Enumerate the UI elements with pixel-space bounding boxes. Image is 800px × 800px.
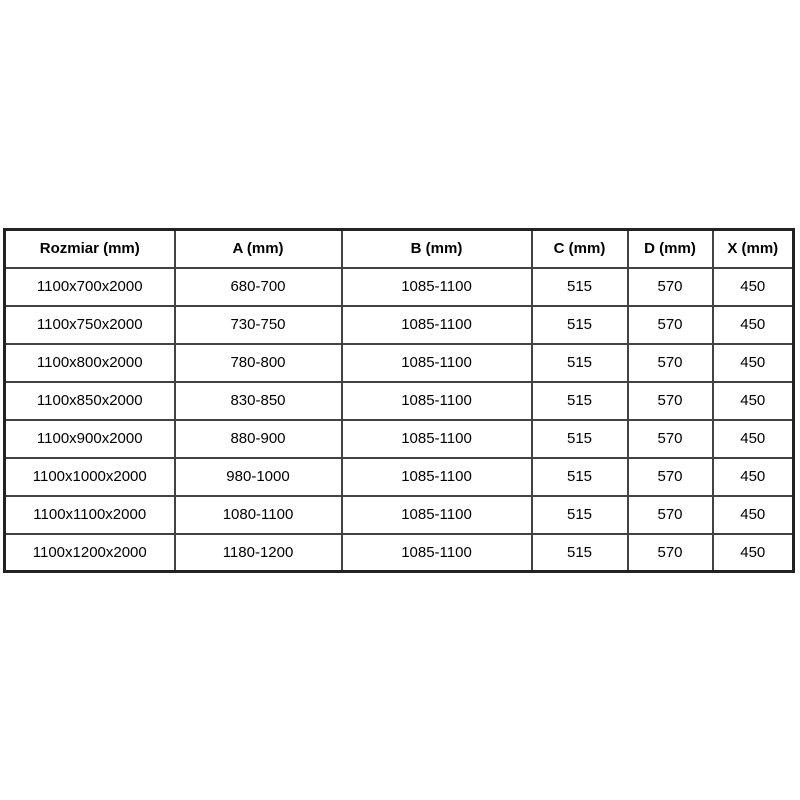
table-cell: 1100x900x2000 — [3, 418, 176, 459]
table-cell: 450 — [711, 494, 795, 535]
table-row: 1100x800x2000 780-800 1085-1100 515 570 450 — [3, 342, 795, 383]
table-cell: 1085-1100 — [340, 418, 533, 459]
table-cell: 450 — [711, 380, 795, 421]
table-cell: 1085-1100 — [340, 266, 533, 307]
table-row: 1100x750x2000 730-750 1085-1100 515 570 450 — [3, 304, 795, 345]
table-cell: 570 — [626, 342, 714, 383]
table-cell: 450 — [711, 456, 795, 497]
table-cell: 570 — [626, 418, 714, 459]
table-row: 1100x850x2000 830-850 1085-1100 515 570 450 — [3, 380, 795, 421]
dimensions-table: Rozmiar (mm) A (mm) B (mm) C (mm) D (mm)… — [3, 228, 795, 573]
table-cell: 515 — [530, 418, 629, 459]
table-cell: 980-1000 — [173, 456, 343, 497]
table-cell: 570 — [626, 266, 714, 307]
table-cell: 570 — [626, 304, 714, 345]
column-header-b: B (mm) — [340, 228, 533, 269]
table-cell: 570 — [626, 532, 714, 573]
table-cell: 450 — [711, 342, 795, 383]
column-header-a: A (mm) — [173, 228, 343, 269]
table-cell: 680-700 — [173, 266, 343, 307]
column-header-x: X (mm) — [711, 228, 795, 269]
table-cell: 515 — [530, 456, 629, 497]
table-cell: 1100x1100x2000 — [3, 494, 176, 535]
table-cell: 515 — [530, 304, 629, 345]
table-cell: 515 — [530, 380, 629, 421]
table-cell: 570 — [626, 456, 714, 497]
table-row: 1100x700x2000 680-700 1085-1100 515 570 450 — [3, 266, 795, 307]
table-cell: 1085-1100 — [340, 304, 533, 345]
table-cell: 730-750 — [173, 304, 343, 345]
table-row: 1100x900x2000 880-900 1085-1100 515 570 450 — [3, 418, 795, 459]
table-cell: 1085-1100 — [340, 380, 533, 421]
table-cell: 1100x1000x2000 — [3, 456, 176, 497]
table-cell: 1085-1100 — [340, 532, 533, 573]
table-row: 1100x1000x2000 980-1000 1085-1100 515 570 450 — [3, 456, 795, 497]
table-cell: 570 — [626, 494, 714, 535]
table-cell: 450 — [711, 266, 795, 307]
table-cell: 1100x1200x2000 — [3, 532, 176, 573]
table-cell: 1180-1200 — [173, 532, 343, 573]
table-cell: 515 — [530, 342, 629, 383]
table-row: 1100x1200x2000 1180-1200 1085-1100 515 570 45… — [3, 532, 795, 573]
table-cell: 1100x800x2000 — [3, 342, 176, 383]
table-cell: 1080-1100 — [173, 494, 343, 535]
table-cell: 780-800 — [173, 342, 343, 383]
table-cell: 830-850 — [173, 380, 343, 421]
table-cell: 880-900 — [173, 418, 343, 459]
column-header-c: C (mm) — [530, 228, 629, 269]
table-cell: 515 — [530, 494, 629, 535]
table-header-row: Rozmiar (mm) A (mm) B (mm) C (mm) D (mm)… — [3, 228, 795, 269]
table-cell: 1100x700x2000 — [3, 266, 176, 307]
table-cell: 450 — [711, 532, 795, 573]
table-cell: 1100x850x2000 — [3, 380, 176, 421]
column-header-d: D (mm) — [626, 228, 714, 269]
column-header-rozmiar: Rozmiar (mm) — [3, 228, 176, 269]
table-cell: 450 — [711, 304, 795, 345]
table-cell: 1100x750x2000 — [3, 304, 176, 345]
table-cell: 570 — [626, 380, 714, 421]
table-row: 1100x1100x2000 1080-1100 1085-1100 515 570 45… — [3, 494, 795, 535]
table-cell: 1085-1100 — [340, 456, 533, 497]
table-cell: 515 — [530, 532, 629, 573]
table-cell: 515 — [530, 266, 629, 307]
table-cell: 1085-1100 — [340, 342, 533, 383]
table-cell: 1085-1100 — [340, 494, 533, 535]
table-cell: 450 — [711, 418, 795, 459]
